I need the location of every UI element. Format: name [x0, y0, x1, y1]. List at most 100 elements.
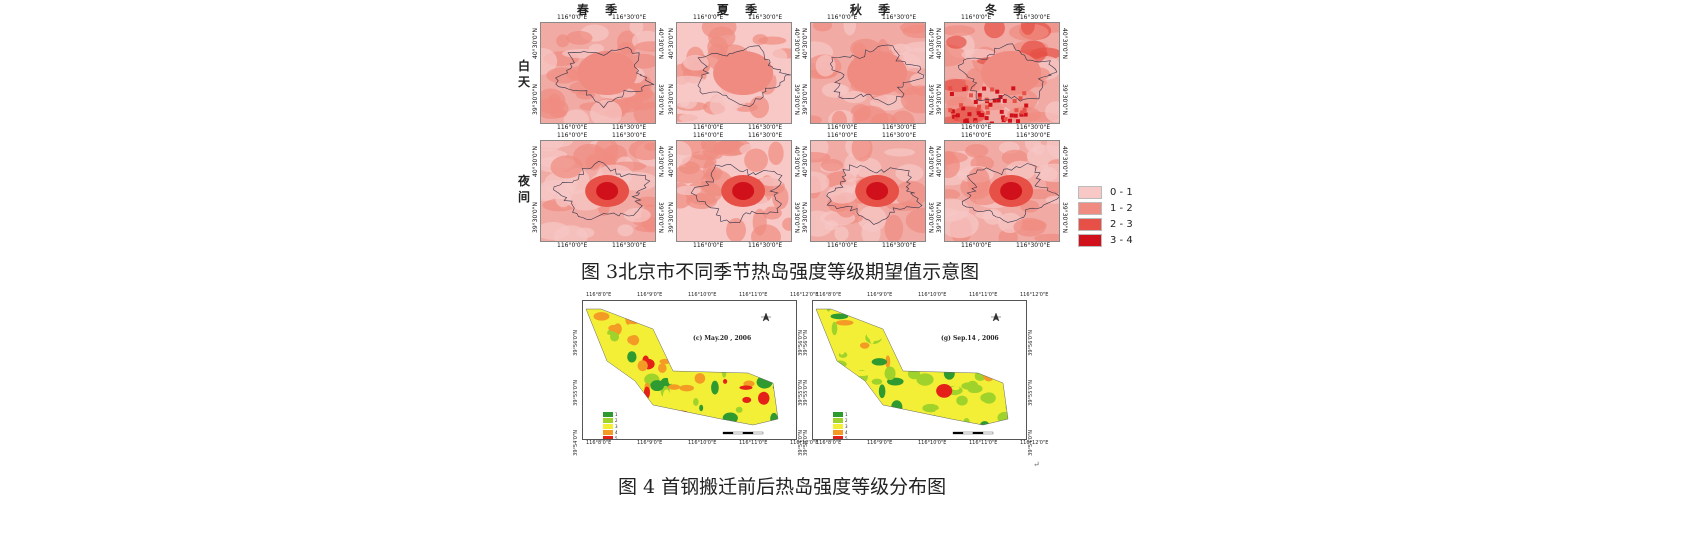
heat-blotch	[826, 184, 858, 204]
intensity-patch	[979, 421, 990, 425]
left-tick-label: 39°30'0"N	[668, 84, 675, 115]
right-tick-label: 40°30'0"N	[657, 28, 664, 59]
heat-blotch	[945, 152, 960, 179]
intensity-patch	[835, 364, 841, 375]
bottom-tick-label: 116°30'0"E	[1016, 124, 1051, 131]
heat-pixel	[990, 87, 995, 92]
intensity-patch	[758, 352, 774, 360]
heat-blotch	[683, 54, 709, 71]
heat-map-panel	[676, 140, 792, 242]
scale-bar-segment	[962, 431, 974, 435]
top-tick-label: 116°30'0"E	[748, 14, 783, 21]
heat-blotch	[965, 144, 989, 158]
boundary-line	[826, 164, 923, 225]
left-tick-label: 40°30'0"N	[802, 28, 809, 59]
map-bottom-tick-label: 116°9'0"E	[867, 440, 893, 446]
intensity-patch	[586, 382, 592, 397]
heat-blotch	[851, 141, 873, 162]
heat-blotch	[555, 190, 571, 208]
legend-item: 0 - 1	[1078, 184, 1133, 200]
row-label-night: 夜间	[517, 173, 531, 205]
bottom-tick-label: 116°0'0"E	[557, 124, 588, 131]
map-legend-item: 5	[603, 435, 618, 440]
intensity-patch	[982, 301, 992, 306]
heat-blotch	[946, 35, 967, 49]
map-legend-label: 3	[845, 423, 848, 429]
intensity-patch	[984, 341, 997, 348]
scale-bar-segment	[982, 431, 994, 435]
heat-pixel	[1003, 117, 1008, 122]
intensity-patch	[997, 345, 1008, 350]
intensity-patch	[668, 372, 673, 385]
map-legend-label: 2	[845, 417, 848, 423]
right-tick-label: 39°30'0"N	[927, 84, 934, 115]
heat-pixel	[995, 89, 1000, 94]
intensity-patch	[835, 400, 840, 410]
intensity-patch	[683, 423, 695, 425]
right-tick-label: 40°30'0"N	[1061, 28, 1068, 59]
intensity-patch	[770, 420, 777, 425]
heat-pixel	[979, 113, 984, 118]
urban-core	[847, 51, 908, 95]
intensity-patch	[859, 381, 866, 395]
heat-pixel	[988, 102, 993, 107]
scale-bar-segment	[972, 431, 984, 435]
heat-blotch	[702, 141, 721, 159]
right-tick-label: 39°30'0"N	[793, 202, 800, 233]
map-top-tick-label: 116°12'0"E	[1020, 292, 1049, 298]
intensity-patch	[743, 301, 760, 308]
return-mark-icon: ↵	[1033, 460, 1040, 469]
intensity-patch	[603, 303, 609, 308]
map-legend-label: 5	[615, 435, 618, 440]
intensity-patch	[625, 403, 633, 415]
heat-blotch	[703, 159, 717, 183]
intensity-patch	[658, 363, 667, 373]
heat-blotch	[588, 43, 604, 54]
heat-pixel	[985, 105, 990, 110]
heat-pixel	[962, 87, 967, 92]
map-legend-swatch	[603, 417, 613, 423]
right-tick-label: 39°30'0"N	[927, 202, 934, 233]
heat-blotch	[811, 171, 830, 194]
intensity-patch	[716, 430, 728, 439]
intensity-patch	[835, 319, 854, 326]
heat-blotch	[594, 141, 619, 165]
intensity-patch	[769, 322, 778, 330]
top-tick-label: 116°30'0"E	[882, 132, 917, 139]
map-top-tick-label: 116°9'0"E	[867, 292, 893, 298]
heat-blotch	[635, 196, 655, 208]
boundary-line	[555, 46, 655, 109]
heat-blotch	[629, 23, 644, 35]
heat-pixel	[1011, 86, 1016, 91]
intensity-patch	[871, 378, 883, 385]
heat-blotch	[852, 105, 889, 123]
intensity-patch	[878, 384, 886, 399]
map-left-tick-label: 39°54'0"N	[803, 430, 809, 456]
heat-blotch	[945, 44, 966, 67]
intensity-patch	[816, 396, 833, 403]
intensity-patch	[742, 396, 752, 404]
intensity-patch	[951, 386, 960, 391]
intensity-patch	[785, 370, 795, 375]
heat-blotch	[854, 157, 882, 179]
intensity-patch	[890, 416, 903, 425]
scale-bar-segment	[742, 431, 754, 435]
scale-bar-segment	[752, 431, 764, 435]
map-legend-swatch	[603, 411, 613, 417]
intensity-patch	[724, 385, 740, 390]
intensity-patch	[978, 413, 992, 424]
heat-pixel	[1002, 98, 1007, 103]
heat-blotch	[861, 221, 881, 241]
map-legend-label: 3	[615, 423, 618, 429]
heat-pixel	[1016, 119, 1021, 123]
heat-blotch	[566, 31, 593, 45]
heat-pixel	[992, 98, 997, 103]
map-legend-label: 1	[615, 411, 618, 417]
heat-blotch	[635, 41, 655, 52]
heat-blotch	[870, 95, 907, 111]
top-tick-label: 116°30'0"E	[612, 14, 647, 21]
top-tick-label: 116°0'0"E	[557, 132, 588, 139]
boundary-line	[697, 45, 791, 107]
heat-blotch	[843, 23, 856, 36]
intensity-patch	[759, 332, 772, 341]
